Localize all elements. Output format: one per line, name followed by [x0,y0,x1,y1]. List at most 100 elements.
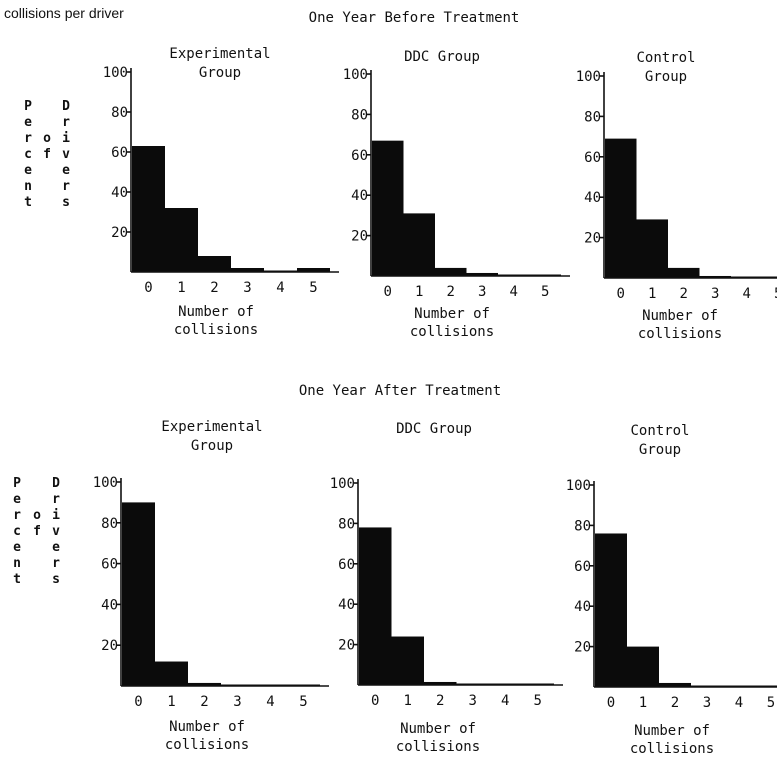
panel-title: DDC Group [396,421,472,437]
y-label-char: e [13,540,21,555]
histogram-bar [466,272,498,276]
x-tick-label: 3 [711,286,719,302]
x-tick-label: 3 [469,693,477,709]
x-tick-label: 5 [541,284,549,300]
y-tick-label: 40 [101,597,118,613]
histogram-bar [188,682,221,686]
y-tick-label: 60 [351,148,368,164]
y-label-char: c [24,147,32,162]
histogram-bar [297,268,330,272]
y-label-char: t [24,195,32,210]
histogram-bar [659,682,691,687]
y-tick-label: 20 [111,225,128,241]
y-label-char: f [33,524,41,539]
x-axis-label: Number of [414,306,490,322]
y-label-char: v [62,147,70,162]
x-tick-label: 5 [309,280,317,296]
histogram-bar [372,140,404,276]
x-tick-label: 5 [534,693,542,709]
histogram-bar [435,267,467,276]
panel-title: Control [636,50,695,66]
y-tick-label: 40 [111,185,128,201]
histogram-bar [699,275,731,278]
y-label-char: e [24,115,32,130]
x-axis-label: collisions [165,737,249,753]
x-tick-label: 2 [447,284,455,300]
y-label-char: i [62,131,70,146]
histogram-panel: Experimental Group 20 40 60 80 100 0 1 2 3 4 5 Number… [93,419,329,753]
histogram-bar [595,533,627,687]
panel-title: DDC Group [404,49,480,65]
x-tick-label: 4 [735,695,743,711]
y-label-char: e [62,163,70,178]
y-label-char: n [13,556,21,571]
y-tick-label: 80 [101,516,118,532]
x-axis-label: Number of [400,721,476,737]
histogram-bar [636,219,668,278]
y-tick-label: 60 [111,145,128,161]
x-tick-label: 5 [299,694,307,710]
y-tick-label: 60 [101,557,118,573]
x-tick-label: 4 [266,694,274,710]
y-tick-label: 20 [338,638,355,654]
y-tick-label: 100 [566,478,591,494]
x-tick-label: 0 [607,695,615,711]
histogram-bar [403,213,435,276]
panel-title: Control [630,423,689,439]
x-tick-label: 2 [671,695,679,711]
x-tick-label: 4 [276,280,284,296]
x-axis-label: collisions [174,322,258,338]
y-label-char: i [52,508,60,523]
y-label-char: r [62,179,70,194]
y-tick-label: 80 [351,107,368,123]
y-tick-label: 60 [584,150,601,166]
after-treatment-title: One Year After Treatment [299,383,501,399]
y-label-char: t [13,572,21,587]
x-tick-label: 0 [617,286,625,302]
x-axis-label: Number of [169,719,245,735]
y-tick-label: 80 [574,518,591,534]
x-tick-label: 2 [436,693,444,709]
panel-title: Group [645,69,687,85]
y-label-char: D [62,99,70,114]
y-tick-label: 60 [574,559,591,575]
y-tick-label: 100 [93,475,118,491]
x-axis-label: collisions [410,324,494,340]
histogram-bar [165,208,198,272]
y-tick-label: 20 [584,231,601,247]
y-tick-label: 40 [351,188,368,204]
x-tick-label: 3 [233,694,241,710]
y-label-char: v [52,524,60,539]
y-label-char: P [13,476,21,491]
y-label-char: s [62,195,70,210]
y-tick-label: 60 [338,557,355,573]
x-tick-label: 1 [404,693,412,709]
x-tick-label: 1 [648,286,656,302]
histogram-bar [391,636,424,685]
histogram-bar [359,527,392,685]
y-tick-label: 20 [574,640,591,656]
histogram-bar [627,646,659,687]
x-tick-label: 5 [774,286,777,302]
x-tick-label: 2 [210,280,218,296]
y-tick-label: 100 [330,476,355,492]
panel-title: Group [639,442,681,458]
y-tick-label: 100 [103,65,128,81]
y-label-char: r [13,508,21,523]
y-label-char: s [52,572,60,587]
x-tick-label: 0 [371,693,379,709]
x-tick-label: 0 [384,284,392,300]
y-label-char: D [52,476,60,491]
y-label-char: o [33,508,41,523]
before-treatment-title: One Year Before Treatment [309,10,520,26]
histogram-bar [122,502,155,686]
panel-title: Experimental [169,46,270,62]
x-axis-label: collisions [396,739,480,755]
x-tick-label: 4 [501,693,509,709]
x-tick-label: 0 [134,694,142,710]
y-tick-label: 40 [338,597,355,613]
x-axis-label: Number of [178,304,254,320]
panel-title: Experimental [161,419,262,435]
x-axis-label: Number of [642,308,718,324]
